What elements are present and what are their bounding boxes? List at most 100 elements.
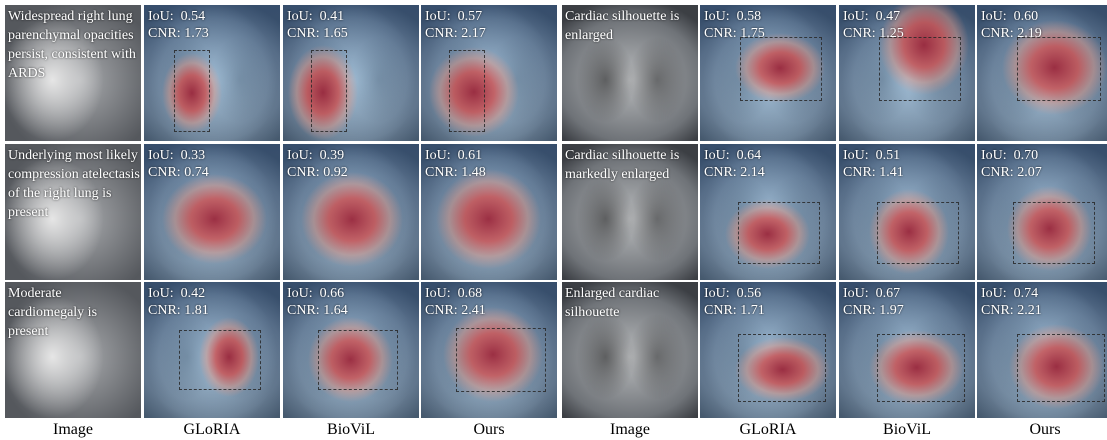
ground-truth-box <box>318 330 398 390</box>
iou-label: IoU: <box>704 9 730 24</box>
ground-truth-box <box>1017 37 1101 101</box>
ours-heatmap: IoU: 0.60 CNR: 2.19 <box>977 5 1107 141</box>
cnr-value: 2.17 <box>461 26 486 41</box>
iou-value: 0.39 <box>319 148 345 163</box>
cnr-value: 1.81 <box>184 303 209 318</box>
iou-value: 0.41 <box>319 9 345 24</box>
column-label-image: Image <box>610 421 650 438</box>
ground-truth-box <box>877 202 959 264</box>
cnr-label: CNR: <box>704 165 737 180</box>
iou-label: IoU: <box>425 148 451 163</box>
biovil-heatmap: IoU: 0.67 CNR: 1.97 <box>839 282 975 418</box>
cnr-value: 1.48 <box>461 165 486 180</box>
cnr-value: 1.25 <box>879 26 904 41</box>
biovil-heatmap: IoU: 0.51 CNR: 1.41 <box>839 144 975 280</box>
iou-label: IoU: <box>425 286 451 301</box>
gloria-heatmap: IoU: 0.56 CNR: 1.71 <box>700 282 836 418</box>
column-label-image: Image <box>53 421 93 438</box>
cnr-value: 0.74 <box>184 165 209 180</box>
cnr-label: CNR: <box>425 165 458 180</box>
iou-value: 0.58 <box>736 9 762 24</box>
iou-value: 0.60 <box>1013 9 1039 24</box>
iou-label: IoU: <box>981 286 1007 301</box>
iou-value: 0.64 <box>736 148 762 163</box>
cnr-label: CNR: <box>287 303 320 318</box>
cnr-value: 1.65 <box>323 26 348 41</box>
finding-caption: Underlying most likely compression atele… <box>8 148 140 220</box>
ours-heatmap: IoU: 0.61 CNR: 1.48 <box>421 144 557 280</box>
finding-caption: Cardiac silhouette is enlarged <box>565 9 680 43</box>
iou-label: IoU: <box>287 286 313 301</box>
xray-image: Underlying most likely compression atele… <box>5 144 141 280</box>
ground-truth-box <box>1013 202 1095 264</box>
iou-label: IoU: <box>148 286 174 301</box>
iou-value: 0.70 <box>1013 148 1039 163</box>
iou-label: IoU: <box>287 9 313 24</box>
cnr-label: CNR: <box>425 26 458 41</box>
cnr-value: 2.19 <box>1017 26 1042 41</box>
cnr-label: CNR: <box>148 303 181 318</box>
gloria-heatmap: IoU: 0.42 CNR: 1.81 <box>144 282 280 418</box>
finding-caption: Widespread right lung parenchymal opacit… <box>8 9 136 81</box>
ground-truth-box <box>738 202 820 264</box>
ground-truth-box <box>456 328 546 392</box>
cnr-label: CNR: <box>981 26 1014 41</box>
xray-image: Cardiac silhouette is markedly enlarged <box>562 144 698 280</box>
column-label-ours: Ours <box>1029 421 1061 438</box>
cnr-label: CNR: <box>148 165 181 180</box>
xray-image: Cardiac silhouette is enlarged <box>562 5 698 141</box>
finding-caption: Moderate cardiomegaly is present <box>8 286 98 339</box>
gloria-heatmap: IoU: 0.58 CNR: 1.75 <box>700 5 836 141</box>
column-label-biovil: BioViL <box>327 421 375 438</box>
cnr-value: 1.41 <box>879 165 904 180</box>
iou-label: IoU: <box>425 9 451 24</box>
cnr-label: CNR: <box>981 303 1014 318</box>
cnr-label: CNR: <box>425 303 458 318</box>
cnr-value: 1.75 <box>740 26 765 41</box>
cnr-value: 2.14 <box>740 165 765 180</box>
ours-heatmap: IoU: 0.74 CNR: 2.21 <box>977 282 1107 418</box>
column-label-gloria: GLoRIA <box>739 421 797 438</box>
cnr-label: CNR: <box>704 26 737 41</box>
ground-truth-box <box>877 334 965 402</box>
ours-heatmap: IoU: 0.57 CNR: 2.17 <box>421 5 557 141</box>
cnr-value: 2.41 <box>461 303 486 318</box>
biovil-heatmap: IoU: 0.66 CNR: 1.64 <box>283 282 419 418</box>
iou-value: 0.67 <box>875 286 901 301</box>
iou-label: IoU: <box>148 9 174 24</box>
cnr-value: 1.71 <box>740 303 765 318</box>
xray-image: Widespread right lung parenchymal opacit… <box>5 5 141 141</box>
cnr-value: 1.73 <box>184 26 209 41</box>
biovil-heatmap: IoU: 0.47 CNR: 1.25 <box>839 5 975 141</box>
ground-truth-box <box>879 37 961 101</box>
iou-label: IoU: <box>981 148 1007 163</box>
xray-image: Enlarged cardiac silhouette <box>562 282 698 418</box>
ground-truth-box <box>449 50 485 132</box>
iou-label: IoU: <box>704 286 730 301</box>
iou-label: IoU: <box>843 148 869 163</box>
gloria-heatmap: IoU: 0.33 CNR: 0.74 <box>144 144 280 280</box>
ground-truth-box <box>740 37 822 101</box>
gloria-heatmap: IoU: 0.54 CNR: 1.73 <box>144 5 280 141</box>
gloria-heatmap: IoU: 0.64 CNR: 2.14 <box>700 144 836 280</box>
iou-value: 0.56 <box>736 286 762 301</box>
iou-label: IoU: <box>148 148 174 163</box>
iou-value: 0.33 <box>180 148 206 163</box>
iou-label: IoU: <box>704 148 730 163</box>
ground-truth-box <box>174 50 210 132</box>
column-label-gloria: GLoRIA <box>183 421 241 438</box>
iou-value: 0.61 <box>457 148 483 163</box>
iou-value: 0.74 <box>1013 286 1039 301</box>
ours-heatmap: IoU: 0.70 CNR: 2.07 <box>977 144 1107 280</box>
figure-grid: Widespread right lung parenchymal opacit… <box>5 5 1107 418</box>
cnr-label: CNR: <box>843 303 876 318</box>
iou-value: 0.57 <box>457 9 483 24</box>
cnr-label: CNR: <box>981 165 1014 180</box>
iou-value: 0.68 <box>457 286 483 301</box>
cnr-label: CNR: <box>843 165 876 180</box>
cnr-label: CNR: <box>148 26 181 41</box>
cnr-value: 2.21 <box>1017 303 1042 318</box>
xray-image: Moderate cardiomegaly is present <box>5 282 141 418</box>
iou-value: 0.47 <box>875 9 901 24</box>
iou-label: IoU: <box>843 9 869 24</box>
